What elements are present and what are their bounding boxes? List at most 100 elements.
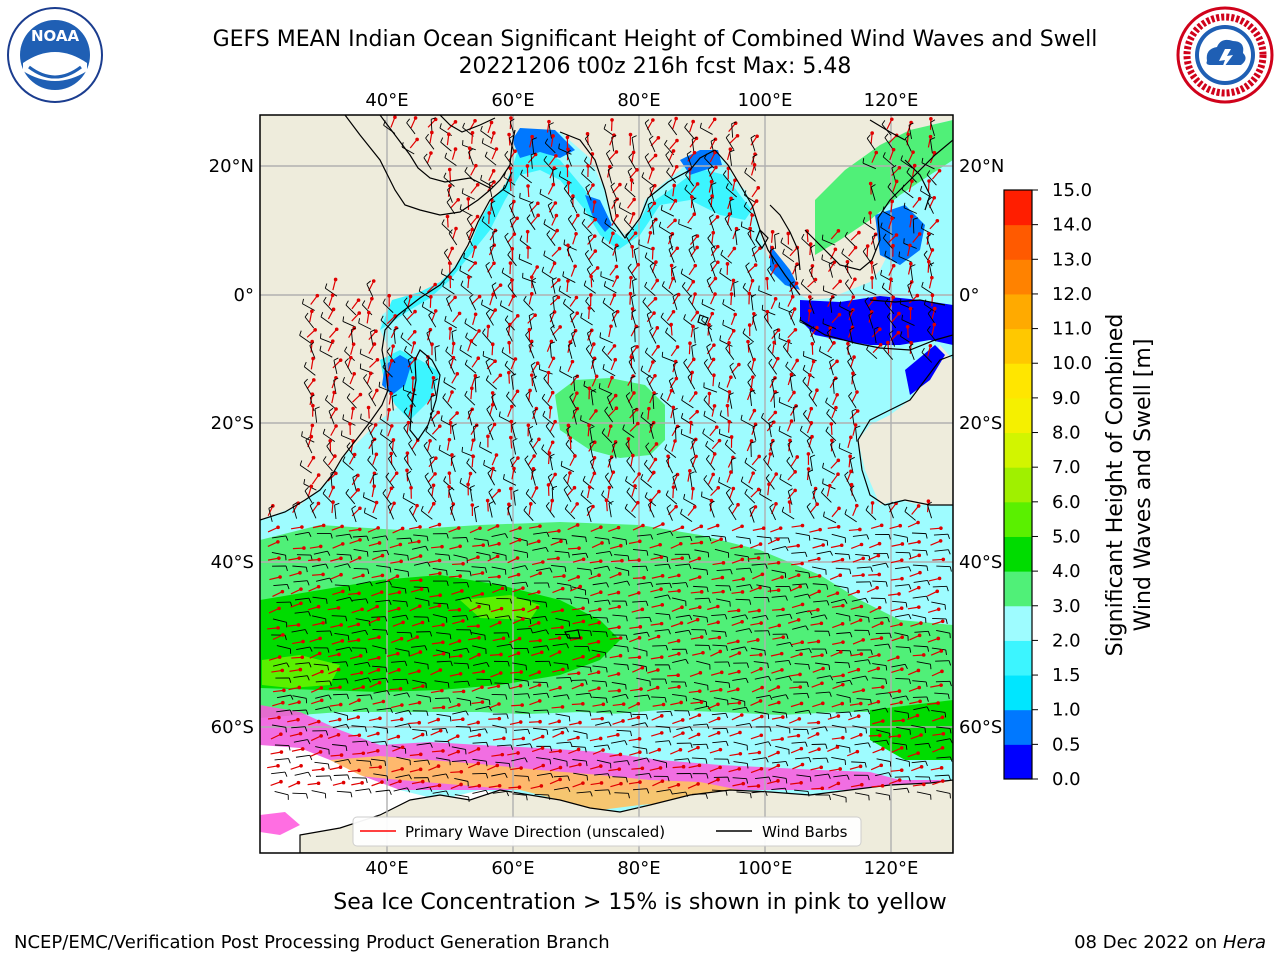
wave-direction-arrow [808,748,820,754]
wave-arrow-head [716,260,720,265]
wave-arrow-head [599,781,604,785]
wave-direction-arrow [468,734,480,738]
wave-arrow-head [697,713,702,717]
wind-barb [573,730,588,735]
wave-direction-arrow [890,201,893,213]
wave-arrow-head [604,498,609,502]
wind-barb-flag [589,614,593,620]
wind-barb-flag [722,170,727,175]
wave-direction-arrow [409,753,421,757]
wind-barb [811,726,826,730]
wind-barb [769,443,775,458]
wave-arrow-head [636,421,640,426]
wind-barb [543,378,553,390]
sea-ice-band [330,756,740,810]
wave-direction-arrow [488,170,495,181]
wave-direction-arrow [312,622,324,626]
wave-direction-arrow [428,784,440,788]
wave-arrow-head [836,229,841,233]
wind-barb-flag [886,312,891,318]
wind-barb-flag [727,759,730,765]
wind-barb [668,236,673,251]
wave-arrow-head [510,404,514,409]
wave-direction-arrow [447,751,459,757]
wave-direction-arrow [930,767,942,771]
wind-barb-flag [589,711,592,717]
wave-arrow-head [879,636,884,640]
wind-barb [393,329,396,344]
wind-barb-flag [691,136,697,140]
wind-barb [741,226,755,233]
wave-direction-arrow [448,609,460,612]
wave-arrow-head [712,343,716,347]
wave-direction-arrow [549,766,561,772]
wind-barb [936,756,951,759]
wave-direction-arrow [507,574,519,579]
wind-barb [694,549,709,553]
wave-arrow-head [360,781,364,785]
wind-barb [302,303,315,311]
wave-direction-arrow [488,309,496,320]
lon-label: 60°E [491,858,534,879]
wind-barb [607,169,613,184]
wave-arrow-head [576,213,580,218]
wind-barb [335,646,350,651]
wave-arrow-head [651,470,656,475]
wave-arrow-head [609,324,613,329]
wind-barb-flag [306,675,310,681]
wave-arrow-head [816,608,820,612]
wind-barb-flag [406,692,410,698]
wind-barb-flag [886,740,890,746]
wind-barb [612,536,627,541]
wave-arrow-head [438,593,442,598]
wave-arrow-head [581,557,586,562]
wind-barb-flag [626,456,631,462]
wave-arrow-head [632,197,636,202]
wind-barb-flag [668,119,672,124]
wave-arrow-head [776,328,781,332]
wind-barb [545,425,555,438]
wave-arrow-head [641,523,645,528]
wind-barb [638,244,652,250]
wave-arrow-head [321,621,325,625]
wind-barb [710,263,716,278]
wind-barb [831,533,846,539]
wave-direction-arrow [612,184,621,194]
wave-direction-arrow [410,342,415,354]
wind-barb [668,249,675,263]
wave-direction-arrow [528,671,540,677]
wind-barb [819,350,832,359]
wave-direction-arrow [550,540,562,546]
wave-arrow-head [438,728,443,733]
wave-arrow-head [457,639,462,643]
wave-arrow-head [799,746,804,751]
wind-barb-flag [330,533,333,539]
wind-barb [480,179,494,188]
wave-direction-arrow [830,651,842,657]
wind-barb-flag [608,456,614,461]
wind-barb [780,242,793,251]
wave-arrow-head [340,639,345,643]
wind-barb [503,478,517,486]
wave-direction-arrow [670,407,674,419]
wave-direction-arrow [627,392,635,403]
wind-barb [649,425,654,439]
wave-arrow-head [581,781,585,785]
wave-arrow-head [391,438,396,442]
wave-direction-arrow [888,279,892,291]
wind-barb-flag [687,758,691,764]
wind-barb-flag [378,381,381,387]
wind-barb [558,148,572,155]
wave-arrow-head [919,733,923,737]
wind-barb-flag [614,245,620,249]
wave-direction-arrow [851,391,858,403]
wave-arrow-head [276,525,280,530]
wave-direction-arrow [846,471,852,482]
wind-barb [791,551,806,554]
wind-barb [563,477,572,490]
wave-arrow-head [519,670,523,674]
wave-arrow-head [679,700,683,705]
wave-direction-arrow [648,459,656,470]
wave-direction-arrow [707,779,719,785]
wave-direction-arrow [707,359,715,370]
